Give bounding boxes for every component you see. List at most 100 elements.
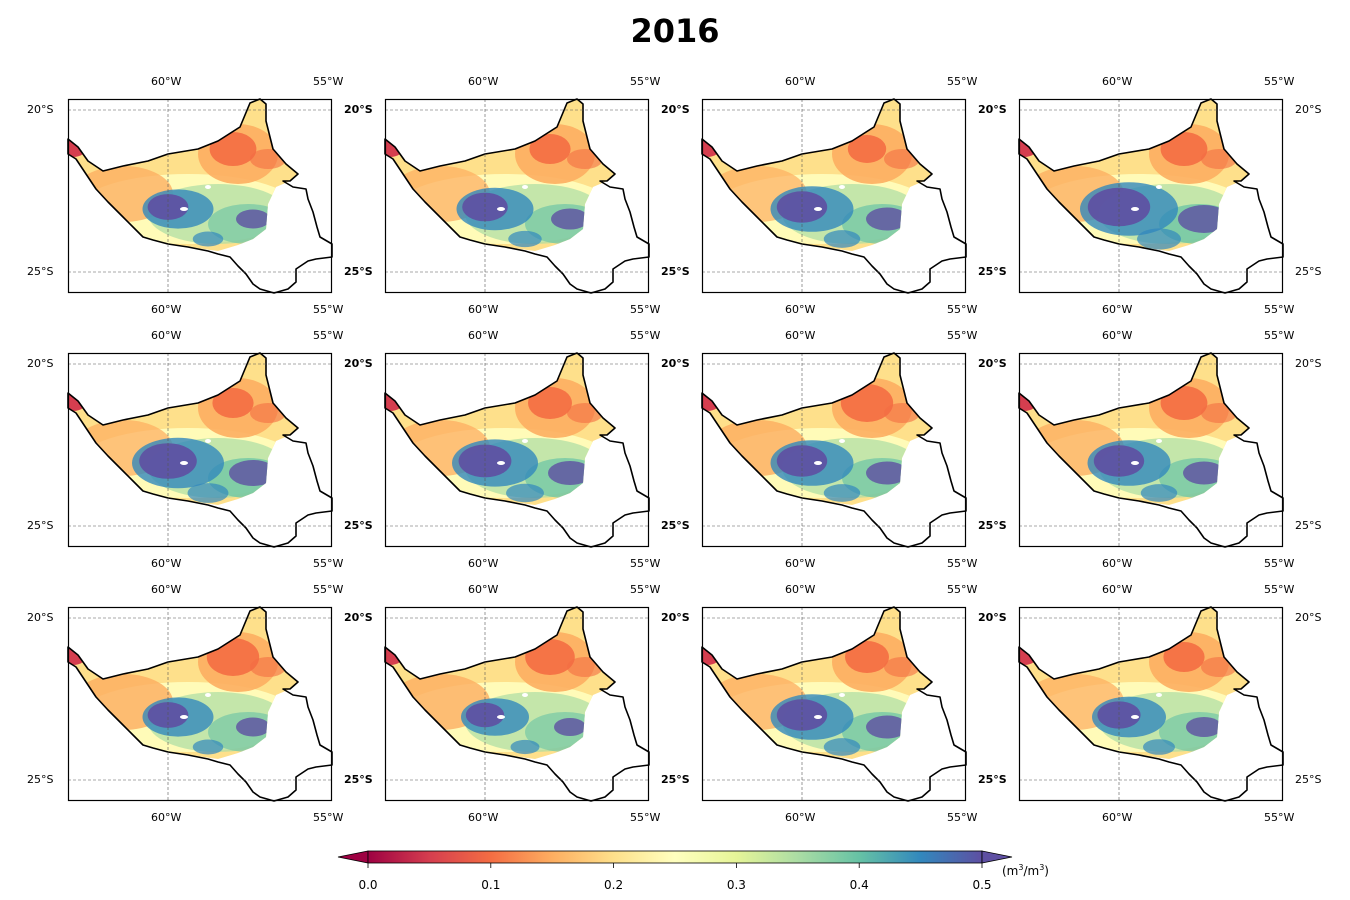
map-panel <box>701 352 967 548</box>
map-panel <box>67 606 333 802</box>
soil-moisture-field <box>68 353 298 505</box>
soil-moisture-field <box>1019 607 1249 759</box>
lon-tick-label: 55°W <box>947 329 978 342</box>
colorbar-tick-label: 0.5 <box>972 878 992 892</box>
colorbar-extend-min <box>337 850 369 864</box>
lon-tick-label: 60°W <box>785 811 816 824</box>
soil-moisture-field <box>702 353 932 505</box>
lat-tick-label: 25°S <box>978 265 1007 278</box>
lat-tick-label: 20°S <box>978 357 1007 370</box>
soil-moisture-field <box>1019 99 1249 251</box>
lon-tick-label: 55°W <box>947 811 978 824</box>
lat-tick-label: 25°S <box>344 265 373 278</box>
lon-tick-label: 60°W <box>468 557 499 570</box>
lat-tick-label: 25°S <box>1295 519 1322 532</box>
lon-tick-label: 55°W <box>313 811 344 824</box>
lon-tick-label: 60°W <box>785 75 816 88</box>
lon-tick-label: 55°W <box>313 583 344 596</box>
lat-tick-label: 25°S <box>661 265 690 278</box>
lon-tick-label: 55°W <box>947 557 978 570</box>
lon-tick-label: 60°W <box>1102 583 1133 596</box>
lon-tick-label: 60°W <box>151 329 182 342</box>
lat-tick-label: 20°S <box>344 611 373 624</box>
map-panel <box>384 98 650 294</box>
lat-tick-label: 20°S <box>344 103 373 116</box>
lon-tick-label: 60°W <box>1102 557 1133 570</box>
map-panel <box>384 352 650 548</box>
lon-tick-label: 55°W <box>313 557 344 570</box>
soil-moisture-field <box>68 607 298 759</box>
lat-tick-label: 25°S <box>1295 773 1322 786</box>
colorbar-tick-label: 0.3 <box>726 878 746 892</box>
lat-tick-label: 25°S <box>344 773 373 786</box>
colorbar-extend-max <box>981 850 1013 864</box>
lat-tick-label: 20°S <box>344 357 373 370</box>
lat-tick-label: 20°S <box>1295 611 1322 624</box>
lat-tick-label: 20°S <box>661 103 690 116</box>
lon-tick-label: 60°W <box>1102 75 1133 88</box>
lat-tick-label: 25°S <box>978 519 1007 532</box>
lon-tick-label: 60°W <box>468 811 499 824</box>
colorbar-unit: (m3/m3) <box>1002 863 1049 878</box>
map-frame <box>701 606 967 802</box>
lon-tick-label: 60°W <box>1102 303 1133 316</box>
lon-tick-label: 60°W <box>1102 811 1133 824</box>
map-frame <box>67 98 333 294</box>
map-panel <box>1018 98 1284 294</box>
colorbar-tick-label: 0.0 <box>358 878 378 892</box>
lon-tick-label: 60°W <box>151 811 182 824</box>
lon-tick-label: 55°W <box>630 583 661 596</box>
soil-moisture-field <box>385 99 615 251</box>
lon-tick-label: 55°W <box>1264 329 1295 342</box>
map-frame <box>701 352 967 548</box>
lon-tick-label: 60°W <box>785 557 816 570</box>
lat-tick-label: 25°S <box>27 519 54 532</box>
lat-tick-label: 20°S <box>27 357 54 370</box>
lon-tick-label: 60°W <box>468 303 499 316</box>
soil-moisture-field <box>702 99 932 251</box>
map-panel <box>1018 606 1284 802</box>
map-frame <box>1018 352 1284 548</box>
soil-moisture-field <box>385 353 615 505</box>
map-frame <box>384 352 650 548</box>
soil-moisture-field <box>702 607 932 759</box>
lon-tick-label: 60°W <box>151 557 182 570</box>
map-panel <box>67 352 333 548</box>
lat-tick-label: 20°S <box>1295 357 1322 370</box>
lon-tick-label: 55°W <box>1264 811 1295 824</box>
lon-tick-label: 55°W <box>1264 583 1295 596</box>
map-panel <box>67 98 333 294</box>
lat-tick-label: 25°S <box>661 519 690 532</box>
lat-tick-label: 20°S <box>978 103 1007 116</box>
lon-tick-label: 60°W <box>151 303 182 316</box>
lon-tick-label: 55°W <box>947 583 978 596</box>
colorbar-tick-label: 0.1 <box>481 878 501 892</box>
lon-tick-label: 60°W <box>151 583 182 596</box>
lat-tick-label: 20°S <box>661 357 690 370</box>
lon-tick-label: 55°W <box>630 329 661 342</box>
lon-tick-label: 60°W <box>468 583 499 596</box>
lon-tick-label: 55°W <box>630 557 661 570</box>
lat-tick-label: 25°S <box>27 265 54 278</box>
colorbar <box>337 850 1013 868</box>
lon-tick-label: 60°W <box>785 583 816 596</box>
lon-tick-label: 60°W <box>785 329 816 342</box>
map-frame <box>1018 606 1284 802</box>
colorbar-tick-label: 0.2 <box>604 878 624 892</box>
soil-moisture-field <box>385 607 615 759</box>
lon-tick-label: 55°W <box>947 75 978 88</box>
map-frame <box>384 98 650 294</box>
map-panel <box>701 606 967 802</box>
lat-tick-label: 25°S <box>661 773 690 786</box>
lon-tick-label: 60°W <box>151 75 182 88</box>
lon-tick-label: 55°W <box>630 303 661 316</box>
lon-tick-label: 55°W <box>313 75 344 88</box>
soil-moisture-field <box>1019 353 1249 505</box>
lat-tick-label: 20°S <box>27 611 54 624</box>
map-frame <box>701 98 967 294</box>
lon-tick-label: 60°W <box>468 329 499 342</box>
map-frame <box>1018 98 1284 294</box>
lon-tick-label: 55°W <box>1264 557 1295 570</box>
lat-tick-label: 25°S <box>1295 265 1322 278</box>
colorbar-bar <box>367 850 983 864</box>
